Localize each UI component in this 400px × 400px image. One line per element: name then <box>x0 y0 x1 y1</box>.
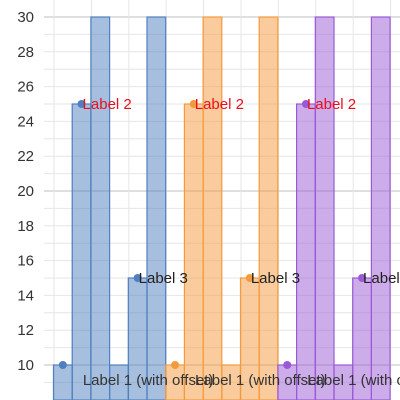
bar <box>90 16 111 400</box>
bar <box>258 16 279 400</box>
y-tick-label: 30 <box>17 9 34 26</box>
markers <box>58 100 367 369</box>
annotation-label: Label 2 <box>83 96 132 113</box>
annotation-label: Label 2 <box>195 96 244 113</box>
y-tick-label: 20 <box>17 183 34 200</box>
annotation-marker <box>283 361 292 369</box>
y-tick-label: 12 <box>17 322 34 339</box>
bar <box>370 16 391 400</box>
annotation-marker <box>245 274 254 282</box>
y-tick-label: 22 <box>17 148 34 165</box>
y-tick-label: 28 <box>17 44 34 61</box>
annotation-marker <box>58 361 67 369</box>
bars <box>52 16 391 400</box>
y-tick-label: 18 <box>17 218 34 235</box>
bar <box>314 16 335 400</box>
bar <box>183 103 204 400</box>
annotation-label: Label 3 <box>139 270 188 287</box>
y-tick-label: 14 <box>17 287 34 304</box>
annotation-label: Label 1 (with offset) <box>195 372 326 389</box>
annotation-marker <box>301 100 310 108</box>
bar <box>71 103 92 400</box>
bar <box>296 103 316 400</box>
y-tick-label: 16 <box>17 253 34 270</box>
annotation-marker <box>77 100 86 108</box>
bar <box>202 16 223 400</box>
annotation-label: Label 3 <box>251 270 300 287</box>
y-axis-ticks: 10 12 14 16 18 20 22 24 26 28 30 <box>17 9 34 374</box>
annotation-label: Label 2 <box>307 96 356 113</box>
annotation-label: Label 1 (with offset) <box>307 372 400 389</box>
bar <box>146 16 167 400</box>
y-tick-label: 10 <box>17 357 34 374</box>
bar <box>52 364 73 400</box>
annotation-label: Label 3 <box>363 270 400 287</box>
annotation-marker <box>358 274 367 282</box>
annotation-label: Label 1 (with offset) <box>83 372 214 389</box>
annotation-marker <box>189 100 198 108</box>
annotations: Label 1 (with offset) Label 2 Label 3 Label… <box>83 96 400 389</box>
y-tick-label: 26 <box>17 79 34 96</box>
annotation-marker <box>171 361 180 369</box>
annotation-marker <box>133 274 142 282</box>
y-tick-label: 24 <box>17 113 34 130</box>
